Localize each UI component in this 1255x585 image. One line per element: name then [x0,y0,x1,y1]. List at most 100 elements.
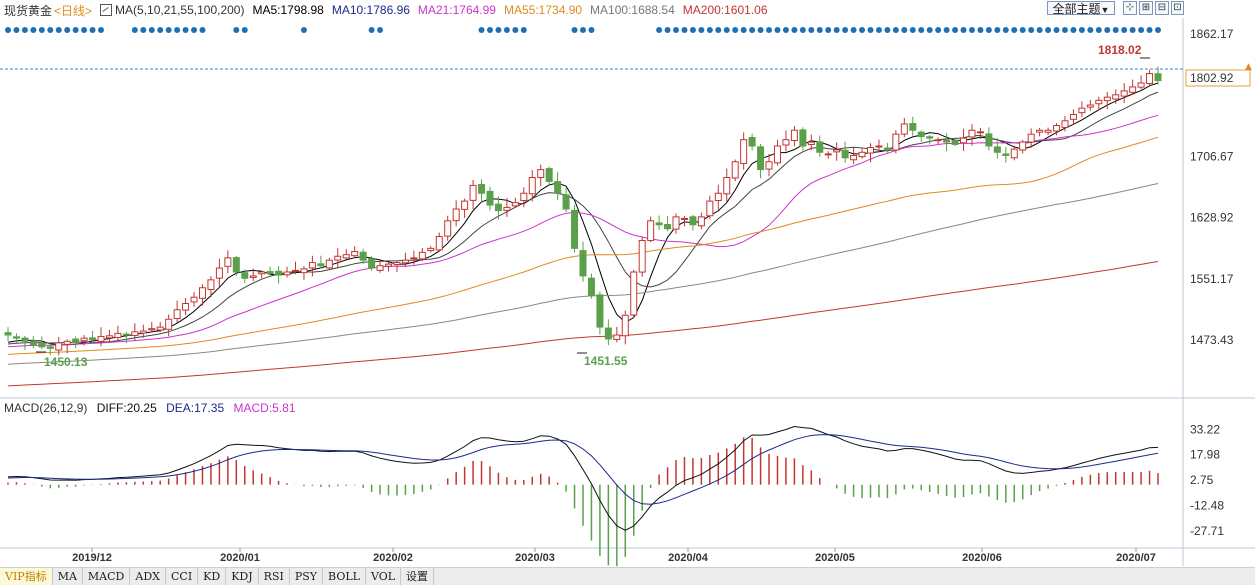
period-selector[interactable]: <日线> [54,3,93,18]
candle-body [537,169,545,178]
signal-dot [816,27,823,33]
indicator-tab[interactable]: KD [198,568,227,585]
price-tick-label: 1862.17 [1190,27,1234,41]
signal-dot [580,27,586,33]
macd-legend: MACD(26,12,9) DIFF:20.25 DEA:17.35 MACD:… [4,401,302,415]
candle-body [824,153,832,156]
indicator-tab[interactable]: PSY [290,568,324,585]
macd-diff-line [7,425,1159,531]
signal-dot [81,27,88,33]
signal-dot [512,27,519,33]
indicator-tab[interactable]: VOL [366,568,402,585]
signal-dot [588,27,595,33]
indicator-tabs: VIP指标 MA MACD ADX CCI KD KDJ RSI PSY BOLL VOL 设置 [0,567,1255,585]
ma100-value: MA100:1688.54 [590,3,675,17]
candle-body [816,141,824,153]
candle-body [393,262,401,266]
candle-body [224,257,232,267]
signal-dot [1011,27,1018,33]
signal-dot [89,27,96,33]
indicator-tab[interactable]: VIP指标 [0,568,53,585]
signal-dot [47,27,54,33]
signal-dot [867,27,874,33]
indicator-tab[interactable]: MACD [83,568,131,585]
candle-body [97,336,105,342]
signal-dot [148,27,155,33]
chevron-down-icon: ▼ [1100,5,1110,15]
candle-body [706,200,714,217]
candle-body [317,263,325,267]
candle-body [198,287,206,299]
signal-dot [182,27,189,33]
indicator-tab[interactable]: 设置 [401,568,435,585]
candle-body [545,168,553,182]
candle-body [359,251,367,261]
candle-body [1069,114,1077,120]
candle-body [427,247,435,252]
candle-body [807,141,815,145]
crosshair-icon[interactable]: ⊹ [1123,1,1137,15]
signal-dot [732,27,739,33]
candle-body [478,184,486,194]
candle-body [621,314,629,337]
candle-body [604,327,612,340]
candle-body [1086,104,1094,108]
price-tick-label: 1628.92 [1190,211,1234,225]
theme-dropdown[interactable]: 全部主题▼ [1047,1,1115,16]
zoom-icon[interactable]: ⊞ [1139,1,1153,15]
signal-dot [723,27,730,33]
candle-body [385,263,393,267]
split-icon[interactable]: ⊟ [1155,1,1169,15]
candle-body [300,268,308,274]
candle-body [1129,86,1137,93]
signal-dot [977,27,984,33]
candle-body [647,220,655,241]
signal-dot [1019,27,1026,33]
candle-body [334,255,342,261]
signal-dot [715,27,722,33]
indicator-tab[interactable]: ADX [130,568,166,585]
candle-body [985,133,993,147]
signal-dot [918,27,925,33]
candle-body [1019,141,1027,151]
candle-body [156,326,164,331]
signal-dot [38,27,45,33]
indicator-tab[interactable]: BOLL [323,568,366,585]
candle-body [139,330,147,334]
candle-body [275,270,283,276]
candle-body [976,131,984,134]
candle-body [841,149,849,159]
candle-body [452,208,460,222]
signal-dot [935,27,942,33]
chart-legend: 现货黄金 <日线> MA(5,10,21,55,100,200) MA5:179… [4,2,776,18]
candle-body [1010,148,1018,159]
candle-body [672,216,680,230]
indicator-tab[interactable]: KDJ [226,568,259,585]
indicator-tab[interactable]: RSI [259,568,290,585]
candle-body [55,342,63,351]
candle-body [29,340,37,345]
indicator-tab[interactable]: CCI [166,568,199,585]
signal-dot [766,27,773,33]
candle-body [376,265,384,271]
candle-body [850,154,858,161]
signal-dot [875,27,882,33]
signal-dot [5,27,11,33]
signal-dot [199,27,206,33]
signal-dot [495,27,502,33]
candle-body [528,177,536,195]
candle-body [1044,129,1052,133]
candles [4,66,1162,356]
ma-settings-icon[interactable] [100,4,113,16]
candle-body [757,146,765,171]
fullscreen-icon[interactable]: ⊡ [1171,1,1184,15]
candle-body [638,240,646,273]
ma10-value: MA10:1786.96 [331,3,410,17]
candle-body [909,123,917,131]
time-tick-label: 2020/06 [962,552,1002,564]
indicator-tab[interactable]: MA [53,568,83,585]
candle-body [249,275,257,278]
candle-body [165,318,173,330]
candle-body [215,267,223,279]
